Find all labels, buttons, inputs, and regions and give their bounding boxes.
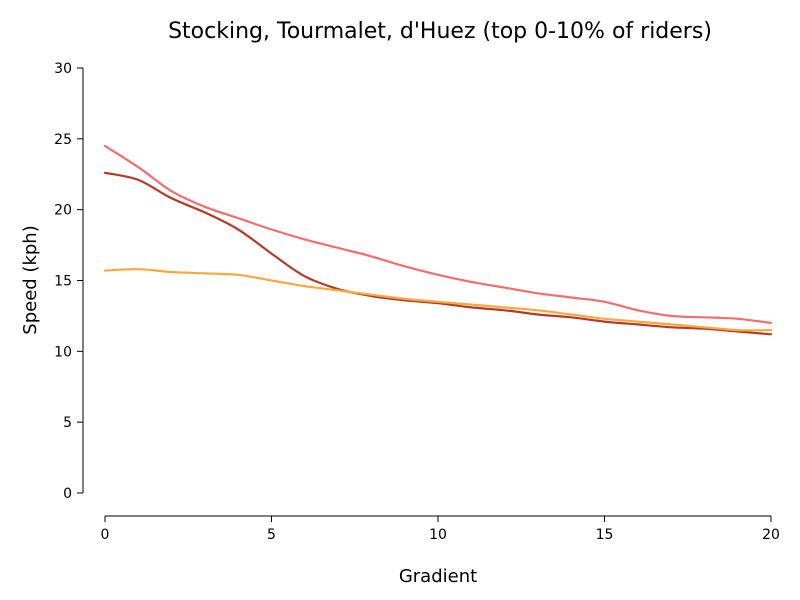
y-axis-label: Speed (kph) <box>20 225 41 334</box>
y-tick-label: 5 <box>63 415 72 431</box>
series-line-1 <box>103 144 773 325</box>
series-line-3 <box>103 268 773 332</box>
y-tick-label: 10 <box>54 344 72 360</box>
chart-title: Stocking, Tourmalet, d'Huez (top 0-10% o… <box>168 19 712 44</box>
series-group <box>103 144 773 336</box>
x-tick-label: 20 <box>762 527 780 543</box>
y-tick-label: 25 <box>54 132 72 148</box>
y-tick-label: 20 <box>54 203 72 219</box>
axis-ticks: 0 5 10 15 20 0 5 10 15 20 25 30 <box>54 61 780 543</box>
y-tick-label: 30 <box>54 61 72 77</box>
x-tick-label: 10 <box>429 527 447 543</box>
x-axis-label: Gradient <box>399 566 477 587</box>
series-line-2 <box>103 171 773 336</box>
y-tick-label: 0 <box>63 486 72 502</box>
x-tick-label: 15 <box>596 527 614 543</box>
x-tick-label: 0 <box>101 527 110 543</box>
x-tick-label: 5 <box>267 527 276 543</box>
y-tick-label: 15 <box>54 274 72 290</box>
